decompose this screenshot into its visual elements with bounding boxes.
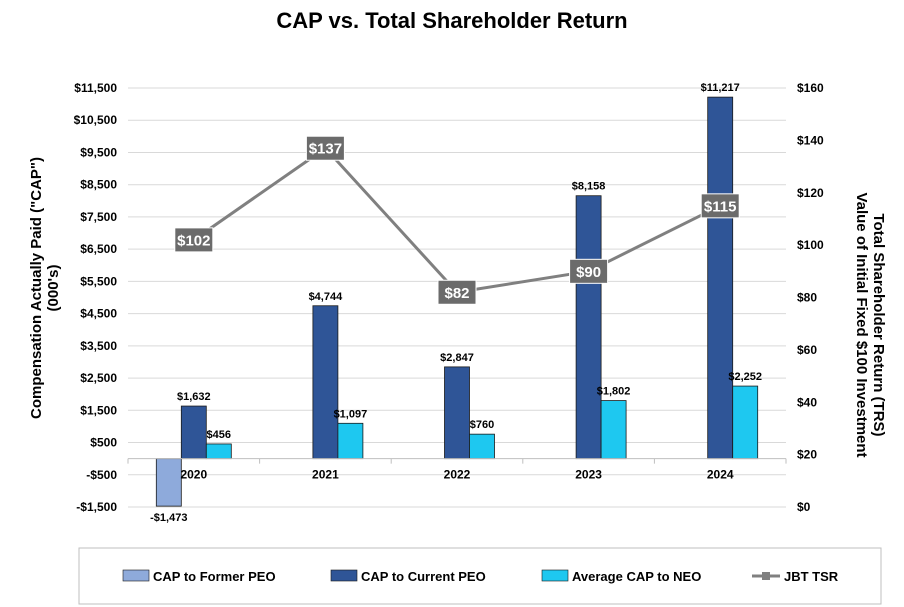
tsr-data-label: $90 [576, 264, 601, 281]
right-axis-ticks: $0 $20 $40 $60 $80 $100 $120 $140 $160 [797, 81, 824, 514]
legend: CAP to Former PEO CAP to Current PEO Avera… [78, 547, 882, 605]
bar-data-labels: -$1,473 $1,632 $4,744 $2,847 $8,158 $11,217 $4… [150, 82, 762, 524]
bar-data-label: $760 [470, 419, 494, 431]
tsr-point-marker [437, 279, 477, 305]
bar-data-label: $4,744 [309, 291, 344, 303]
left-tick-label: $5,500 [80, 274, 117, 288]
left-tick-label: $9,500 [80, 145, 117, 159]
bar-data-label: $2,252 [728, 371, 762, 383]
bar [337, 422, 364, 460]
right-tick-label: $160 [797, 81, 824, 95]
right-tick-label: $40 [797, 395, 817, 409]
right-tick-label: $120 [797, 186, 824, 200]
category-axis [127, 458, 787, 464]
bar-data-label: $1,097 [334, 408, 368, 420]
legend-label: CAP to Former PEO [153, 569, 276, 584]
left-tick-label: -$500 [86, 468, 117, 482]
bar [707, 96, 734, 460]
right-tick-label: $140 [797, 133, 824, 147]
bar [205, 443, 232, 460]
tsr-data-label: $82 [444, 285, 469, 302]
right-tick-label: $60 [797, 343, 817, 357]
tsr-point-marker [569, 258, 609, 284]
legend-swatch [541, 569, 569, 582]
bar [732, 385, 759, 460]
tsr-data-label: $137 [309, 141, 342, 158]
tsr-line-series: $102 $137 $82 $90 $115 [174, 135, 740, 305]
bar [600, 400, 627, 460]
bar-data-label: $8,158 [572, 181, 606, 193]
tsr-point-marker [305, 135, 345, 161]
bar [444, 366, 470, 460]
bar [155, 458, 182, 507]
bar [180, 405, 207, 460]
right-tick-label: $0 [797, 500, 811, 514]
tsr-data-label: $102 [177, 232, 210, 249]
left-axis-title: Compensation Actually Paid ("CAP") [28, 157, 45, 419]
legend-label: JBT TSR [784, 569, 839, 584]
bar [469, 433, 495, 460]
category-label: 2023 [575, 468, 602, 482]
left-tick-label: $11,500 [74, 81, 117, 95]
bar-data-label: $1,802 [597, 386, 631, 398]
left-tick-label: -$1,500 [76, 500, 117, 514]
bar-data-label: $456 [207, 429, 231, 441]
left-tick-label: $1,500 [80, 403, 117, 417]
bar-data-label: $11,217 [701, 82, 740, 94]
legend-box [78, 547, 882, 605]
bar [312, 305, 339, 460]
left-tick-label: $8,500 [80, 178, 117, 192]
tsr-point-marker [700, 193, 740, 219]
legend-marker-swatch [762, 572, 770, 580]
left-tick-label: $6,500 [80, 242, 117, 256]
legend-label: Average CAP to NEO [572, 569, 701, 584]
right-tick-label: $80 [797, 291, 817, 305]
right-axis-subtitle: Value of Initial Fixed $100 Investment [853, 192, 870, 457]
right-tick-label: $20 [797, 448, 817, 462]
legend-swatch [330, 569, 358, 582]
left-tick-label: $2,500 [80, 371, 117, 385]
category-labels: 2020 2021 2022 2023 2024 [180, 468, 733, 482]
category-label: 2020 [180, 468, 207, 482]
bar-series [155, 96, 759, 507]
left-tick-label: $10,500 [74, 113, 118, 127]
chart-title: CAP vs. Total Shareholder Return [276, 8, 627, 33]
tsr-point-marker [174, 227, 214, 253]
tsr-line [192, 146, 721, 294]
left-tick-label: $4,500 [80, 307, 117, 321]
tsr-data-label: $115 [704, 198, 737, 215]
category-label: 2022 [444, 468, 471, 482]
category-label: 2024 [707, 468, 734, 482]
left-tick-label: $7,500 [80, 210, 117, 224]
category-label: 2021 [312, 468, 339, 482]
left-axis-ticks: -$1,500 -$500 $500 $1,500 $2,500 $3,500 $4,500… [74, 81, 118, 514]
left-axis-subtitle: (000's) [45, 265, 62, 312]
bar [575, 195, 602, 460]
bar-data-label: $2,847 [440, 352, 474, 364]
bar-data-label: -$1,473 [150, 512, 187, 524]
right-tick-label: $100 [797, 238, 824, 252]
left-tick-label: $3,500 [80, 339, 117, 353]
left-tick-label: $500 [90, 436, 117, 450]
bar-data-label: $1,632 [177, 391, 211, 403]
legend-label: CAP to Current PEO [361, 569, 486, 584]
right-axis-title: Total Shareholder Return (TRS) [870, 213, 887, 436]
legend-swatch [122, 569, 150, 582]
